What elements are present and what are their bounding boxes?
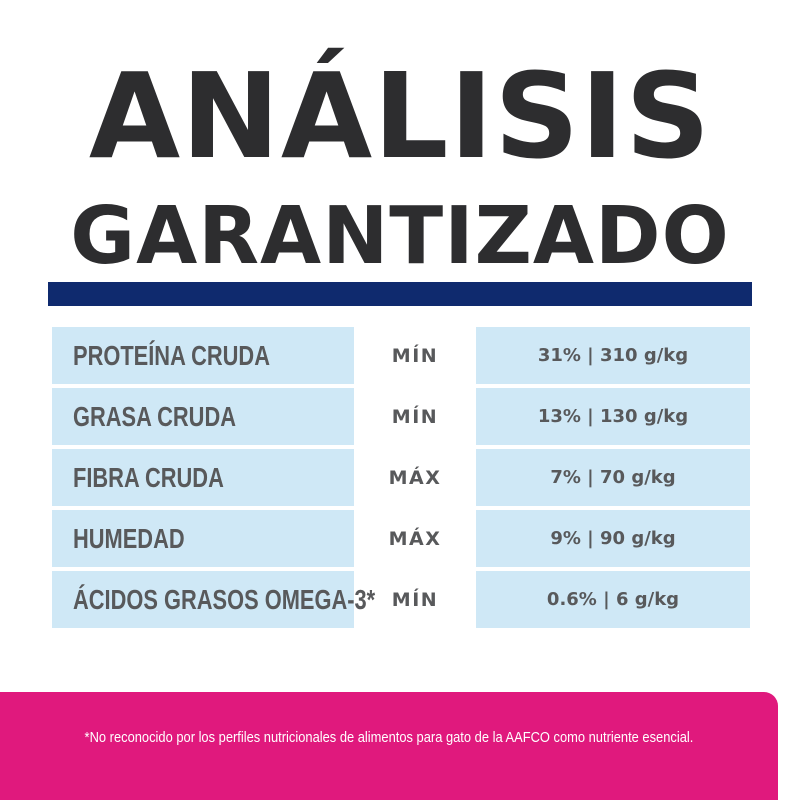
page-title: ANÁLISIS [88,47,712,185]
nutrient-name: ÁCIDOS GRASOS OMEGA-3* [52,571,375,628]
nutrient-value: 13% | 130 g/kg [476,388,750,445]
nutrient-name: PROTEÍNA CRUDA [52,327,354,384]
title-divider [48,282,752,306]
nutrient-name: FIBRA CRUDA [52,449,354,506]
nutrient-name-text: FIBRA CRUDA [73,461,224,493]
nutrient-kind: MÍN [391,588,439,611]
nutrient-name-text: PROTEÍNA CRUDA [73,339,270,371]
table-row: ÁCIDOS GRASOS OMEGA-3* MÍN 0.6% | 6 g/kg [52,571,750,628]
table-row: HUMEDAD MÁX 9% | 90 g/kg [52,510,750,567]
table-row: GRASA CRUDA MÍN 13% | 130 g/kg [52,388,750,445]
nutrient-value: 7% | 70 g/kg [476,449,750,506]
nutrient-name-text: ÁCIDOS GRASOS OMEGA-3* [73,583,376,615]
nutrient-name-text: HUMEDAD [73,522,185,554]
nutrient-name: GRASA CRUDA [52,388,354,445]
nutrition-table: PROTEÍNA CRUDA MÍN 31% | 310 g/kg GRASA … [52,327,750,632]
table-row: FIBRA CRUDA MÁX 7% | 70 g/kg [52,449,750,506]
footnote-text: *No reconocido por los perfiles nutricio… [84,729,694,746]
nutrient-value: 9% | 90 g/kg [476,510,750,567]
table-row: PROTEÍNA CRUDA MÍN 31% | 310 g/kg [52,327,750,384]
nutrient-kind: MÁX [388,466,442,489]
nutrient-value: 31% | 310 g/kg [476,327,750,384]
footer-band: *No reconocido por los perfiles nutricio… [0,692,778,800]
nutrient-name-text: GRASA CRUDA [73,400,236,432]
nutrient-name: HUMEDAD [52,510,354,567]
nutrient-kind: MÍN [391,344,439,367]
nutrient-kind: MÍN [391,405,439,428]
nutrient-value: 0.6% | 6 g/kg [476,571,750,628]
page-subtitle: GARANTIZADO [70,190,730,282]
footnote: *No reconocido por los perfiles nutricio… [0,729,778,746]
nutrient-kind: MÁX [388,527,442,550]
